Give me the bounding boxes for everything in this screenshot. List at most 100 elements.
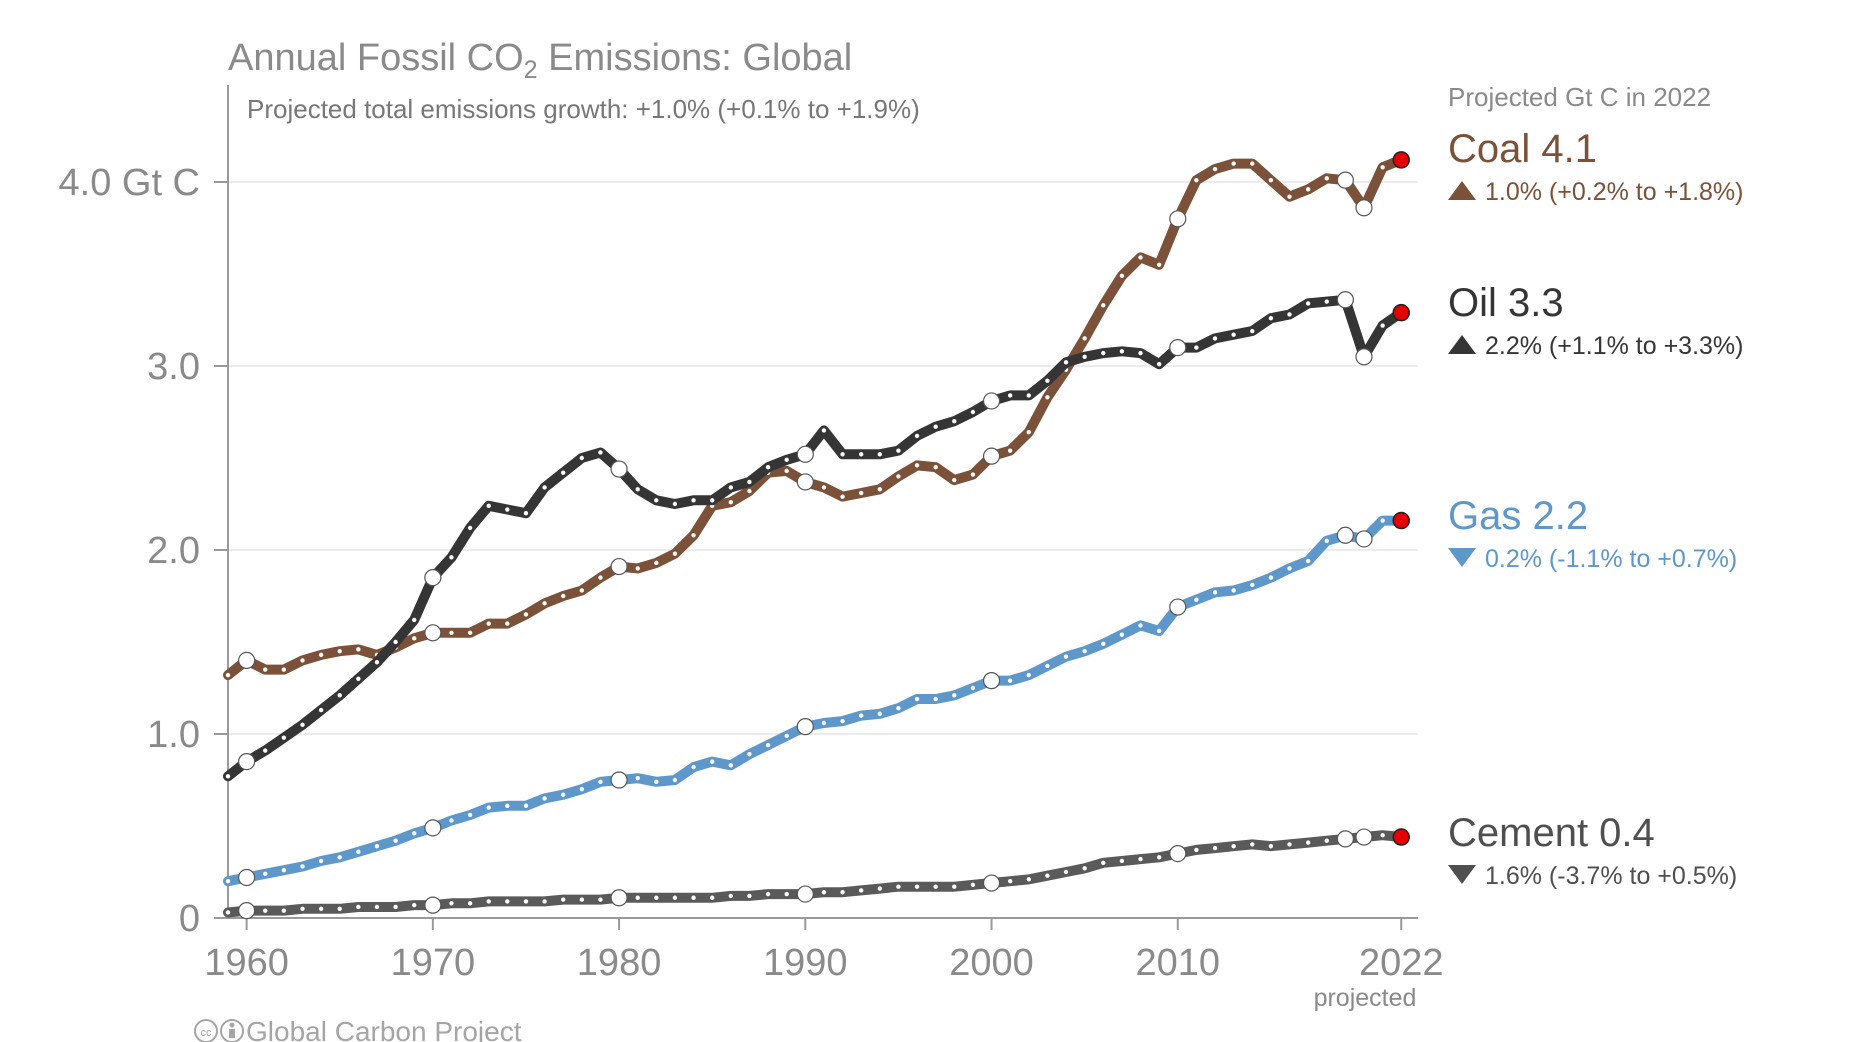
data-point <box>858 888 864 893</box>
data-point <box>598 897 603 902</box>
data-point <box>691 764 696 770</box>
series-lines <box>223 151 1410 920</box>
data-point <box>505 507 510 512</box>
data-point <box>374 844 380 849</box>
data-point <box>1287 312 1292 317</box>
data-point <box>263 748 268 753</box>
projection-point <box>1392 511 1410 530</box>
projected-label: projected <box>1314 984 1417 1012</box>
data-point <box>505 899 510 904</box>
data-point <box>467 630 473 635</box>
data-point <box>1138 350 1143 356</box>
data-point-marker <box>796 473 814 491</box>
data-point <box>747 752 752 757</box>
data-point-marker <box>238 651 256 670</box>
y-tick-label: 3.0 <box>147 346 200 388</box>
x-tick-label: 2010 <box>1135 942 1220 984</box>
data-point <box>672 777 678 783</box>
data-point <box>1101 641 1106 647</box>
series-line-cement <box>223 830 1407 918</box>
data-point <box>1063 360 1069 365</box>
legend-item-oil: Oil 3.3 2.2% (+1.1% to +3.3%) <box>1448 281 1743 360</box>
data-point <box>709 498 715 503</box>
data-point <box>654 779 659 785</box>
legend-series-label: Gas 2.2 <box>1448 494 1588 538</box>
data-point <box>877 886 882 891</box>
data-point <box>728 893 734 899</box>
data-point <box>858 452 864 457</box>
data-point <box>300 658 305 663</box>
data-point <box>1007 393 1013 398</box>
data-point <box>933 465 938 470</box>
data-point <box>635 566 640 571</box>
data-point <box>1231 588 1236 593</box>
data-point <box>1268 575 1274 580</box>
data-point-marker <box>1336 526 1354 544</box>
data-point <box>1156 855 1162 860</box>
data-point <box>505 803 510 808</box>
data-point <box>393 838 398 843</box>
data-point <box>1063 654 1069 659</box>
data-point <box>914 463 920 468</box>
data-point <box>858 713 864 718</box>
data-point <box>542 796 547 801</box>
credit: cc Global Carbon Project <box>194 1016 522 1042</box>
data-point <box>1026 393 1031 398</box>
data-point <box>970 409 976 415</box>
x-tick-label: 1960 <box>204 942 289 984</box>
data-point <box>393 904 398 910</box>
credit-text: Global Carbon Project <box>246 1016 522 1042</box>
y-tick-label: 0 <box>179 898 200 940</box>
data-point <box>877 711 882 716</box>
data-point <box>486 503 491 509</box>
data-point <box>561 897 566 902</box>
data-point <box>337 855 342 860</box>
data-point <box>672 551 678 556</box>
data-point <box>840 890 845 895</box>
data-point <box>561 593 566 599</box>
data-point <box>691 895 696 900</box>
data-point <box>1119 349 1125 354</box>
data-point <box>896 474 901 479</box>
x-tick-label: 2022 <box>1359 942 1444 984</box>
data-point <box>505 621 510 626</box>
data-point <box>635 775 640 781</box>
triangle-up-icon <box>1448 181 1476 200</box>
data-point <box>486 621 491 626</box>
data-point-marker <box>796 445 814 463</box>
data-point <box>225 910 231 915</box>
data-point <box>337 693 342 698</box>
data-point <box>1082 866 1087 871</box>
data-point <box>728 763 734 768</box>
data-point <box>970 472 976 477</box>
data-point <box>337 649 342 654</box>
data-point <box>300 722 305 727</box>
data-point <box>1082 354 1087 359</box>
x-axis-ticks: 1960 1970 1980 1990 2000 2010 2022 <box>204 918 1444 984</box>
data-point <box>709 895 715 900</box>
legend-change-label: 2.2% (+1.1% to +3.3%) <box>1485 332 1743 360</box>
data-point <box>1101 350 1106 356</box>
data-point <box>467 812 473 818</box>
data-point <box>337 906 342 911</box>
data-point <box>1194 597 1199 602</box>
data-point <box>635 487 640 492</box>
data-point <box>374 660 380 665</box>
data-point <box>654 498 659 503</box>
data-point <box>263 908 268 913</box>
legend-series-label: Oil 3.3 <box>1448 281 1564 325</box>
data-point <box>1194 345 1199 350</box>
data-point <box>654 560 659 566</box>
data-point <box>709 759 715 764</box>
data-point <box>356 904 361 910</box>
data-point <box>784 457 789 463</box>
data-point <box>784 733 789 739</box>
y-tick-label: 1.0 <box>147 714 200 756</box>
data-point <box>598 575 603 580</box>
data-point <box>318 858 324 864</box>
y-axis-ticks: 0 1.0 2.0 3.0 4.0 Gt C <box>59 162 228 940</box>
projection-point <box>1392 151 1410 169</box>
series-oil <box>223 291 1410 782</box>
data-point <box>281 667 287 672</box>
